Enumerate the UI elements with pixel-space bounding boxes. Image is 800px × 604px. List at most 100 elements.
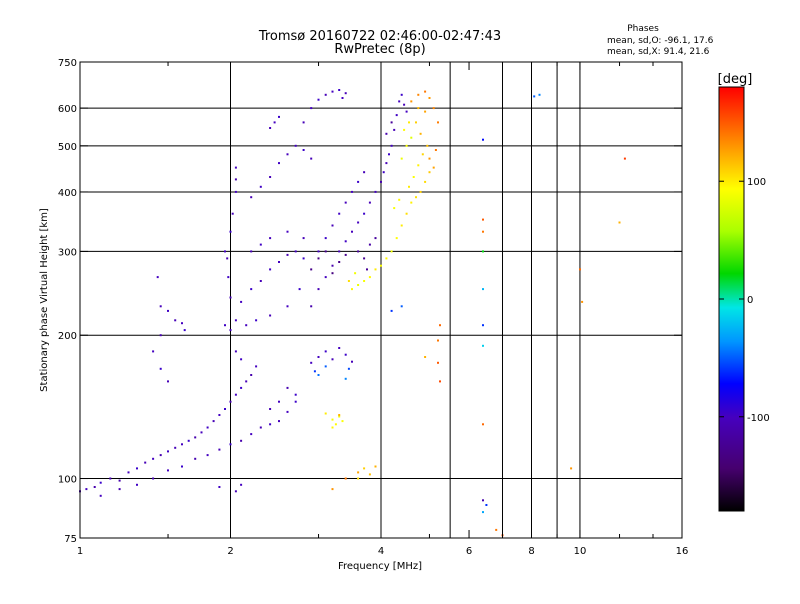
data-point-83 (286, 230, 289, 233)
data-point-125 (338, 212, 341, 215)
data-point-232 (482, 423, 484, 426)
data-point-84 (302, 237, 305, 240)
data-point-208 (417, 93, 420, 96)
data-point-121 (385, 132, 388, 135)
data-point-136 (338, 261, 341, 263)
data-point-143 (278, 115, 280, 118)
x-tick-label-1: 2 (227, 546, 233, 557)
data-point-153 (324, 350, 327, 353)
x-tick-label-4: 8 (528, 546, 534, 557)
y-tick-label-3: 300 (58, 247, 77, 258)
data-point-157 (351, 360, 353, 363)
data-point-181 (374, 268, 377, 271)
data-point-106 (363, 212, 366, 215)
data-point-174 (357, 477, 360, 480)
data-point-202 (426, 144, 429, 147)
data-point-22 (234, 393, 237, 396)
data-point-147 (324, 93, 327, 96)
data-point-163 (347, 367, 350, 370)
data-point-39 (240, 439, 243, 442)
data-point-13 (181, 443, 183, 446)
data-point-86 (255, 319, 258, 322)
data-point-177 (357, 471, 360, 474)
data-point-148 (331, 90, 334, 93)
data-point-49 (218, 486, 221, 488)
data-point-93 (278, 162, 280, 165)
data-point-142 (273, 121, 276, 124)
x-tick-label-6: 16 (676, 546, 689, 557)
data-point-218 (428, 157, 431, 160)
data-point-234 (482, 499, 484, 502)
data-point-71 (234, 166, 237, 169)
data-point-215 (410, 136, 413, 139)
data-point-185 (395, 237, 398, 240)
data-point-225 (424, 356, 427, 358)
x-tick-label-3: 6 (466, 546, 472, 557)
data-point-79 (302, 257, 305, 260)
data-point-187 (405, 212, 408, 215)
data-point-161 (324, 365, 327, 368)
data-point-92 (269, 176, 272, 178)
data-point-127 (351, 190, 353, 193)
y-tick-label-4: 400 (58, 188, 77, 199)
data-point-99 (317, 288, 320, 291)
data-point-156 (344, 353, 347, 356)
data-point-117 (400, 93, 403, 96)
data-point-207 (410, 100, 413, 103)
data-point-149 (338, 89, 341, 91)
chart-title: Tromsø 20160722 02:46:00-02:47:43 (258, 29, 501, 44)
data-point-4 (109, 477, 112, 480)
data-point-63 (229, 296, 232, 299)
data-point-59 (156, 276, 159, 279)
data-point-114 (393, 128, 396, 131)
data-point-217 (408, 121, 410, 124)
data-point-210 (428, 97, 431, 99)
data-point-75 (269, 268, 272, 271)
data-point-246 (390, 309, 393, 312)
data-point-24 (245, 380, 248, 383)
data-point-5 (118, 479, 121, 482)
data-point-6 (127, 471, 130, 474)
data-point-91 (259, 185, 262, 188)
data-point-58 (167, 380, 169, 383)
x-axis-label: Frequency [MHz] (338, 561, 422, 572)
data-point-212 (437, 121, 439, 124)
data-point-41 (259, 426, 262, 429)
data-point-206 (417, 107, 420, 110)
data-point-14 (187, 439, 190, 442)
data-point-199 (412, 176, 415, 178)
data-point-197 (398, 198, 401, 201)
data-point-209 (424, 90, 427, 93)
data-point-137 (344, 253, 347, 256)
data-point-54 (183, 329, 186, 332)
data-point-20 (224, 408, 226, 410)
data-point-223 (439, 380, 441, 383)
data-point-110 (382, 171, 385, 174)
data-point-237 (495, 528, 498, 531)
data-point-226 (482, 250, 484, 253)
data-point-65 (226, 257, 229, 260)
data-point-130 (357, 250, 360, 253)
data-point-27 (234, 350, 237, 353)
data-point-162 (344, 377, 347, 380)
data-point-194 (347, 280, 350, 282)
stats-x-line: mean, sd,X: 91.4, 21.6 (607, 47, 710, 57)
data-point-229 (482, 344, 484, 347)
data-point-109 (380, 180, 382, 183)
x-tick-label-5: 10 (574, 546, 587, 557)
chart-subtitle: RwPretec (8p) (334, 42, 425, 57)
data-point-159 (313, 370, 316, 373)
data-point-191 (424, 180, 427, 183)
data-point-126 (344, 201, 347, 204)
data-point-66 (224, 250, 226, 253)
data-point-155 (338, 347, 341, 349)
data-point-103 (344, 240, 347, 243)
data-point-220 (434, 149, 437, 151)
data-point-60 (224, 324, 226, 327)
data-point-236 (485, 504, 488, 506)
data-point-7 (136, 467, 138, 470)
data-point-144 (302, 121, 305, 124)
data-point-135 (331, 272, 334, 275)
data-point-11 (167, 450, 169, 453)
data-point-62 (234, 319, 237, 322)
